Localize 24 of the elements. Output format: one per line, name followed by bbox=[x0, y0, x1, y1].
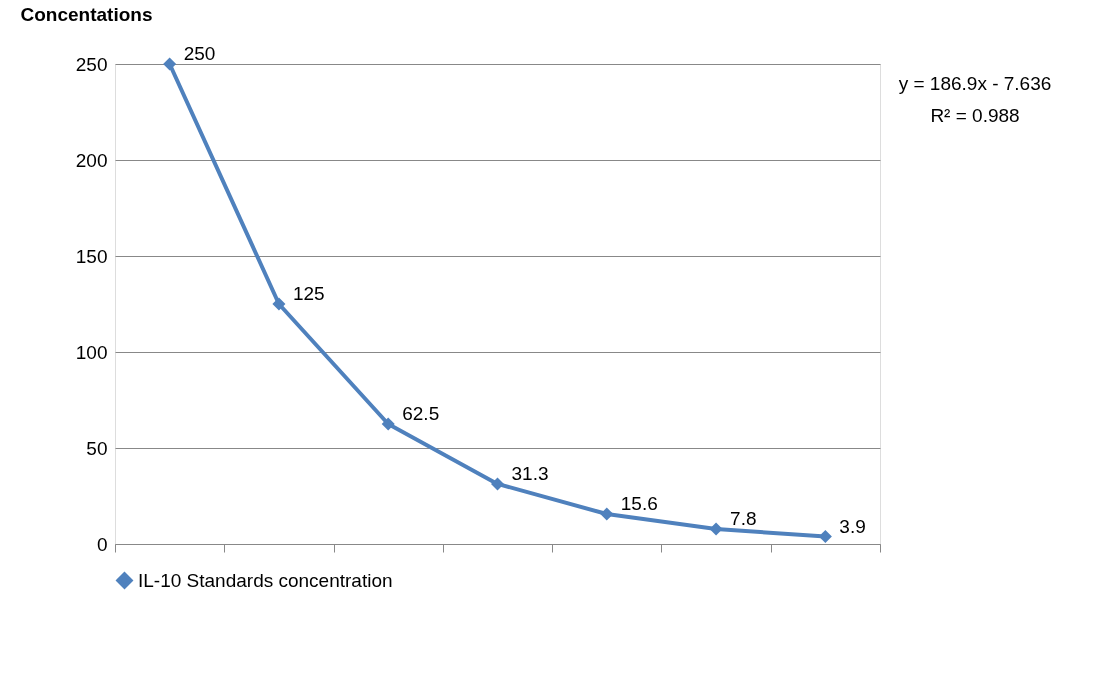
legend-label: IL-10 Standards concentration bbox=[138, 569, 393, 591]
y-tick-label: 0 bbox=[96, 533, 108, 555]
text: y = 186.9x - 7.636 bbox=[898, 73, 1052, 94]
data-label: 125 bbox=[292, 283, 325, 304]
point bbox=[163, 57, 177, 71]
point bbox=[272, 297, 286, 311]
data-label: 3.9 bbox=[839, 515, 866, 537]
y-tick-label: 150 bbox=[75, 245, 108, 267]
data-label: 250 bbox=[183, 43, 216, 64]
data-label: 31.3 bbox=[511, 462, 549, 484]
y-tick-label: 100 bbox=[75, 341, 108, 363]
point bbox=[818, 529, 832, 544]
text: R² = 0.988 bbox=[930, 105, 1020, 126]
data-label: 7.8 bbox=[730, 508, 757, 530]
point bbox=[709, 522, 723, 536]
data-label: 62.5 bbox=[402, 403, 440, 424]
y-tick-label: 250 bbox=[75, 53, 108, 75]
point bbox=[490, 477, 505, 491]
y-tick-label: 200 bbox=[75, 149, 108, 171]
point bbox=[381, 417, 395, 431]
data-label: 15.6 bbox=[620, 493, 658, 515]
point bbox=[600, 507, 614, 521]
y-tick-label: 50 bbox=[86, 437, 108, 459]
y-axis-title: Concentations bbox=[20, 3, 153, 25]
